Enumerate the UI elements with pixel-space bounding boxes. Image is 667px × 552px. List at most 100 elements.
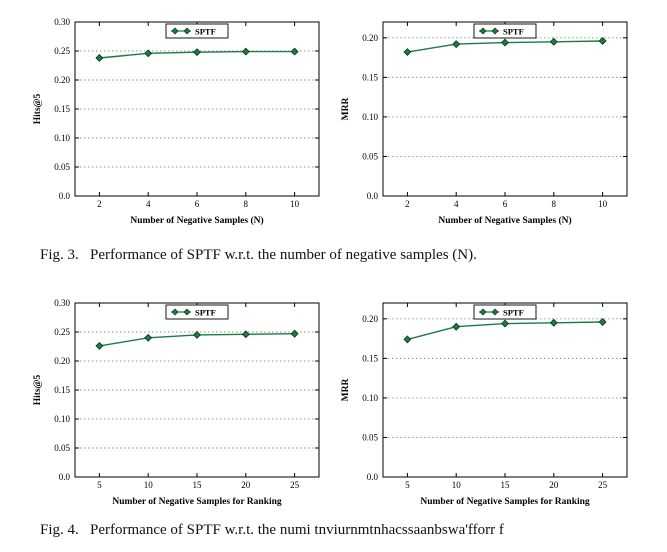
data-point-marker — [143, 49, 152, 58]
legend-box — [473, 23, 536, 39]
legend-box — [473, 304, 536, 320]
legend-label: SPTF — [195, 307, 216, 317]
x-tick-label: 8 — [551, 199, 556, 209]
y-tick-label: 0.20 — [54, 75, 70, 85]
x-tick-label: 8 — [243, 199, 248, 209]
x-tick-label: 20 — [241, 480, 251, 490]
x-tick-label: 2 — [97, 199, 102, 209]
data-point-marker — [241, 47, 250, 56]
y-tick-label: 0.30 — [54, 17, 70, 27]
y-tick-label: 0.25 — [54, 46, 70, 56]
x-tick-label: 15 — [192, 480, 202, 490]
plot-area: 0.0 0.05 0.10 0.15 0.20 5 10 15 20 25 Number of Ne… — [341, 302, 627, 507]
x-axis-label: Number of Negative Samples (N) — [438, 215, 571, 226]
y-tick-label: 0.10 — [362, 393, 378, 403]
y-tick-label: 0.05 — [362, 151, 378, 161]
data-point-marker — [500, 319, 509, 328]
y-tick-label: 0.10 — [54, 414, 70, 424]
data-point-marker — [402, 335, 411, 344]
data-point-marker — [192, 330, 201, 339]
y-tick-label: 0.05 — [54, 162, 70, 172]
x-tick-label: 10 — [290, 199, 300, 209]
plot-area: 0.0 0.05 0.10 0.15 0.20 2 4 6 8 10 Number of Negat… — [341, 21, 627, 226]
y-tick-label: 0.0 — [366, 472, 378, 482]
fig3-hits5-chart: 0.0 0.05 0.10 0.15 0.20 0.25 0.30 2 4 6 8 10 Number … — [33, 17, 319, 226]
x-tick-label: 6 — [194, 199, 199, 209]
legend-box — [165, 23, 228, 39]
x-axis-label: Number of Negative Samples for Ranking — [420, 497, 590, 507]
x-tick-label: 6 — [502, 199, 507, 209]
y-tick-label: 0.05 — [362, 432, 378, 442]
x-tick-label: 25 — [290, 480, 300, 490]
legend-marker — [171, 308, 178, 316]
x-tick-label: 20 — [549, 480, 559, 490]
legend-box — [165, 304, 228, 320]
data-point-marker — [192, 48, 201, 57]
legend-marker — [479, 27, 486, 35]
data-point-marker — [94, 341, 103, 350]
x-tick-label: 15 — [500, 480, 510, 490]
x-tick-label: 10 — [143, 480, 153, 490]
data-point-marker — [241, 330, 250, 339]
x-tick-label: 5 — [405, 480, 410, 490]
fig3-mrr-chart: 0.0 0.05 0.10 0.15 0.20 2 4 6 8 10 Number of Negat… — [341, 21, 627, 226]
data-point-marker — [500, 38, 509, 47]
legend-label: SPTF — [503, 307, 524, 317]
y-tick-label: 0.20 — [54, 356, 70, 366]
x-tick-label: 5 — [97, 480, 102, 490]
y-tick-label: 0.20 — [362, 33, 378, 43]
data-point-marker — [143, 333, 152, 342]
y-tick-label: 0.0 — [366, 191, 378, 201]
y-tick-label: 0.15 — [362, 72, 378, 82]
plot-frame — [382, 302, 627, 478]
data-point-marker — [598, 37, 607, 45]
fig4-hits5-chart: 0.0 0.05 0.10 0.15 0.20 0.25 0.30 5 10 15 20 25 Numb… — [33, 298, 319, 507]
y-axis-label: MRR — [341, 378, 351, 401]
x-axis-label: Number of Negative Samples for Ranking — [112, 497, 282, 507]
figure4-chart-row: 0.0 0.05 0.10 0.15 0.20 0.25 0.30 5 10 15 20 25 Numb… — [0, 265, 667, 509]
y-tick-label: 0.15 — [362, 353, 378, 363]
figure3-chart-row: 0.0 0.05 0.10 0.15 0.20 0.25 0.30 2 4 6 8 10 Number … — [0, 0, 667, 228]
data-point-marker — [598, 317, 607, 326]
x-tick-label: 4 — [145, 199, 150, 209]
y-tick-label: 0.0 — [58, 191, 70, 201]
legend-marker — [183, 27, 190, 35]
data-point-marker — [451, 322, 460, 331]
y-tick-label: 0.30 — [54, 298, 70, 308]
y-tick-label: 0.20 — [362, 314, 378, 324]
fig3-caption: Fig. 3. Performance of SPTF w.r.t. the n… — [40, 247, 477, 263]
data-point-marker — [94, 53, 103, 62]
y-axis-label: Hits@5 — [33, 94, 43, 125]
x-tick-label: 2 — [405, 199, 410, 209]
data-point-marker — [451, 40, 460, 49]
legend-marker — [171, 27, 178, 35]
data-point-marker — [402, 48, 411, 57]
data-point-marker — [290, 47, 299, 56]
legend-marker — [491, 27, 498, 35]
y-tick-label: 0.25 — [54, 327, 70, 337]
x-tick-label: 10 — [451, 480, 461, 490]
y-axis-label: MRR — [341, 98, 351, 121]
plot-area: 0.0 0.05 0.10 0.15 0.20 0.25 0.30 2 4 6 8 10 Number … — [33, 17, 319, 226]
y-tick-label: 0.0 — [58, 472, 70, 482]
legend-marker — [479, 308, 486, 316]
legend-marker — [491, 308, 498, 316]
y-tick-label: 0.10 — [54, 133, 70, 143]
fig4-mrr-chart: 0.0 0.05 0.10 0.15 0.20 5 10 15 20 25 Number of Ne… — [341, 302, 627, 507]
x-tick-label: 25 — [598, 480, 608, 490]
fig4-caption: Fig. 4. Performance of SPTF w.r.t. the n… — [40, 521, 504, 538]
data-point-marker — [290, 329, 299, 338]
y-tick-label: 0.15 — [54, 385, 70, 395]
data-point-marker — [549, 318, 558, 327]
plot-frame — [382, 21, 627, 197]
legend-label: SPTF — [503, 27, 524, 37]
y-tick-label: 0.10 — [362, 112, 378, 122]
y-tick-label: 0.05 — [54, 443, 70, 453]
x-tick-label: 10 — [598, 199, 608, 209]
legend-label: SPTF — [195, 27, 216, 37]
x-axis-label: Number of Negative Samples (N) — [130, 215, 263, 226]
plot-area: 0.0 0.05 0.10 0.15 0.20 0.25 0.30 5 10 15 20 25 Numb… — [33, 298, 319, 507]
y-axis-label: Hits@5 — [33, 374, 43, 405]
legend-marker — [183, 308, 190, 316]
